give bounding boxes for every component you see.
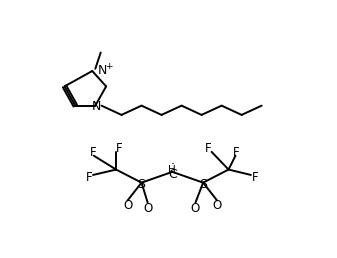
Text: O: O bbox=[143, 201, 152, 215]
Text: O: O bbox=[123, 199, 132, 212]
Text: N: N bbox=[91, 100, 101, 113]
Text: F: F bbox=[233, 146, 240, 159]
Text: S: S bbox=[199, 178, 207, 191]
Text: F: F bbox=[205, 141, 212, 155]
Text: O: O bbox=[212, 199, 222, 212]
Text: H: H bbox=[168, 165, 176, 175]
Text: ·: · bbox=[170, 158, 174, 171]
Text: F: F bbox=[251, 171, 258, 184]
Text: F: F bbox=[86, 171, 92, 184]
Text: O: O bbox=[191, 201, 200, 215]
Text: N: N bbox=[98, 64, 107, 77]
Text: F: F bbox=[116, 141, 123, 155]
Text: S: S bbox=[137, 178, 146, 191]
Text: F: F bbox=[90, 146, 96, 159]
Text: +: + bbox=[105, 62, 113, 71]
Text: C: C bbox=[168, 168, 177, 181]
